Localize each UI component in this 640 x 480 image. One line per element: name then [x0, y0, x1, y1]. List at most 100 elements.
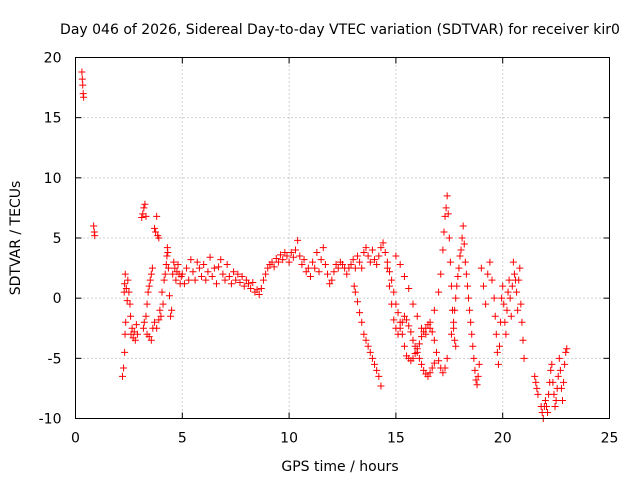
data-point — [456, 252, 464, 260]
data-point — [164, 248, 172, 256]
data-point — [128, 324, 136, 332]
x-tick-label: 25 — [601, 431, 619, 447]
data-point — [189, 268, 197, 276]
data-point — [373, 366, 381, 374]
data-point — [441, 364, 449, 372]
data-point — [132, 321, 140, 329]
data-point — [358, 318, 366, 326]
data-point — [366, 258, 374, 266]
data-point — [264, 264, 272, 272]
data-point — [422, 330, 430, 338]
data-point — [375, 372, 383, 380]
data-point — [353, 252, 361, 260]
data-point — [371, 360, 379, 368]
data-point — [467, 318, 475, 326]
data-point — [407, 328, 415, 336]
data-point — [349, 256, 357, 264]
data-point — [531, 372, 539, 380]
data-point — [461, 258, 469, 266]
data-point — [161, 270, 169, 278]
data-point — [458, 234, 466, 242]
data-point — [418, 333, 426, 341]
data-point — [405, 322, 413, 330]
data-point — [491, 312, 499, 320]
data-point — [405, 285, 413, 293]
grid-lines — [75, 57, 610, 419]
data-point — [462, 270, 470, 278]
data-point — [155, 316, 163, 324]
data-point — [470, 354, 478, 362]
data-point — [219, 270, 227, 278]
data-point — [469, 342, 477, 350]
y-tick-label: 10 — [44, 171, 62, 187]
data-point — [162, 260, 170, 268]
data-point — [493, 348, 501, 356]
data-point — [356, 309, 364, 317]
data-point — [371, 256, 379, 264]
data-point — [79, 81, 87, 89]
data-point — [255, 291, 263, 299]
data-point — [552, 396, 560, 404]
data-point — [409, 336, 417, 344]
data-point — [142, 312, 150, 320]
y-tick-label: 20 — [44, 51, 62, 67]
data-point — [426, 318, 434, 326]
data-point — [557, 384, 565, 392]
data-point — [396, 260, 404, 268]
data-point — [160, 276, 168, 284]
data-point — [138, 214, 146, 222]
data-point — [257, 285, 265, 293]
data-point — [245, 280, 253, 288]
data-point — [394, 330, 402, 338]
x-tick-label: 15 — [387, 431, 405, 447]
data-point — [143, 300, 151, 308]
data-point — [78, 68, 86, 76]
data-point — [515, 276, 523, 284]
data-point — [272, 254, 280, 262]
data-point — [555, 354, 563, 362]
data-point — [498, 294, 506, 302]
data-point — [450, 324, 458, 332]
data-point — [118, 372, 126, 380]
data-point — [145, 282, 153, 290]
data-point — [242, 276, 250, 284]
data-point — [185, 276, 193, 284]
data-point — [206, 253, 214, 261]
data-point — [542, 402, 550, 410]
data-point — [232, 276, 240, 284]
data-point — [262, 270, 270, 278]
data-point — [144, 288, 152, 296]
data-point — [381, 248, 389, 256]
data-point — [418, 360, 426, 368]
data-point — [415, 354, 423, 362]
data-point — [159, 300, 167, 308]
data-point — [167, 312, 175, 320]
data-point — [165, 292, 173, 300]
data-point — [550, 390, 558, 398]
data-point — [385, 268, 393, 276]
y-tick-label: 0 — [53, 291, 62, 307]
data-point — [151, 318, 159, 326]
data-point — [277, 251, 285, 259]
data-point — [457, 246, 465, 254]
data-point — [474, 372, 482, 380]
data-point — [140, 204, 148, 212]
data-point — [268, 258, 276, 266]
x-tick-label: 10 — [280, 431, 298, 447]
data-point — [155, 234, 163, 242]
data-point — [455, 264, 463, 272]
data-point — [210, 264, 218, 272]
data-point — [147, 336, 155, 344]
data-point — [452, 294, 460, 302]
data-point — [460, 240, 468, 248]
data-point — [125, 288, 133, 296]
data-point — [430, 306, 438, 314]
data-point — [157, 312, 165, 320]
data-point — [561, 360, 569, 368]
data-point — [452, 342, 460, 350]
data-point — [351, 288, 359, 296]
data-point — [541, 396, 549, 404]
data-point — [123, 297, 131, 305]
data-point — [164, 264, 172, 272]
